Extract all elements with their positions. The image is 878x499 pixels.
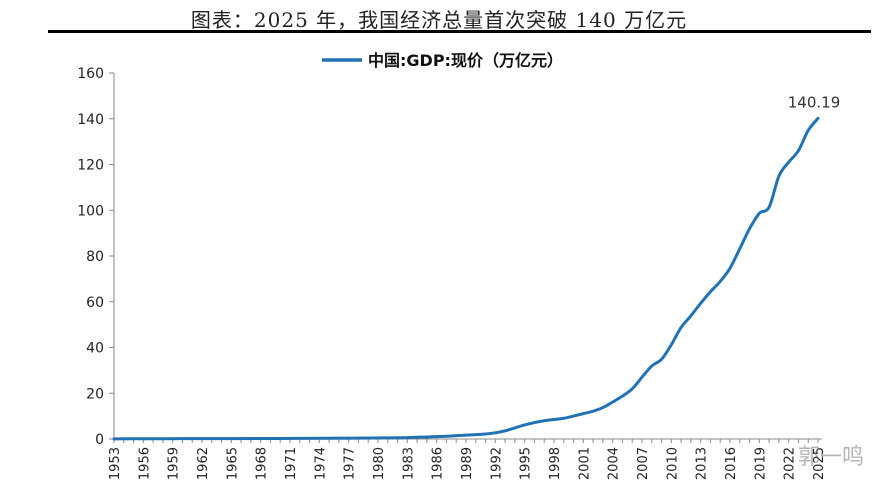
x-tick-label: 1989 <box>460 447 475 480</box>
y-tick-label: 80 <box>86 249 104 265</box>
y-tick-label: 160 <box>77 66 104 82</box>
x-tick-label: 1986 <box>431 447 446 480</box>
x-tick-label: 2001 <box>577 447 592 480</box>
x-tick-label: 1962 <box>196 447 211 480</box>
x-tick-label: 1998 <box>548 447 563 480</box>
series-line-gdp <box>112 116 820 441</box>
x-tick-label: 1965 <box>225 447 240 480</box>
y-tick-label: 0 <box>95 432 104 448</box>
x-tick-label: 1983 <box>401 447 416 480</box>
y-tick-label: 40 <box>86 341 104 357</box>
title-divider <box>48 30 871 33</box>
chart-legend: 中国:GDP:现价（万亿元） <box>322 51 563 70</box>
x-tick-label: 2007 <box>636 447 651 480</box>
watermark: 郭一鸣 <box>797 445 864 470</box>
x-tick-label: 1959 <box>167 447 182 480</box>
x-tick-label: 1995 <box>519 447 534 480</box>
x-tick-label: 1971 <box>284 447 299 480</box>
page-title: 图表：2025 年，我国经济总量首次突破 140 万亿元 <box>190 8 688 32</box>
x-tick-label: 1968 <box>255 447 270 480</box>
chart-ticks: 0 20 40 60 80 100 120 140 160 1953 1956 1959 1962 196… <box>77 66 827 480</box>
x-tick-label: 1980 <box>372 447 387 480</box>
x-tick-label: 2025 <box>812 447 827 480</box>
x-tick-label: 2022 <box>783 447 798 480</box>
chart-axes <box>113 73 822 440</box>
x-tick-label: 2019 <box>753 447 768 480</box>
x-tick-label: 1977 <box>343 447 358 480</box>
y-tick-label: 20 <box>86 386 104 402</box>
chart-annotations: 140.19 <box>788 93 841 111</box>
y-tick-label: 140 <box>77 112 104 128</box>
y-tick-label: 60 <box>86 295 104 311</box>
x-tick-label: 2004 <box>607 447 622 480</box>
y-tick-label: 120 <box>77 158 104 174</box>
data-label-last: 140.19 <box>788 93 841 111</box>
chart-series <box>112 116 820 441</box>
legend-label: 中国:GDP:现价（万亿元） <box>368 51 563 70</box>
x-tick-label: 1992 <box>489 447 504 480</box>
x-tick-label: 2016 <box>724 447 739 480</box>
y-tick-label: 100 <box>77 203 104 219</box>
x-tick-label: 1953 <box>108 447 123 480</box>
x-tick-label: 2013 <box>695 447 710 480</box>
x-tick-label: 1974 <box>313 447 328 480</box>
x-tick-label: 2010 <box>665 447 680 480</box>
x-tick-label: 1956 <box>137 447 152 480</box>
